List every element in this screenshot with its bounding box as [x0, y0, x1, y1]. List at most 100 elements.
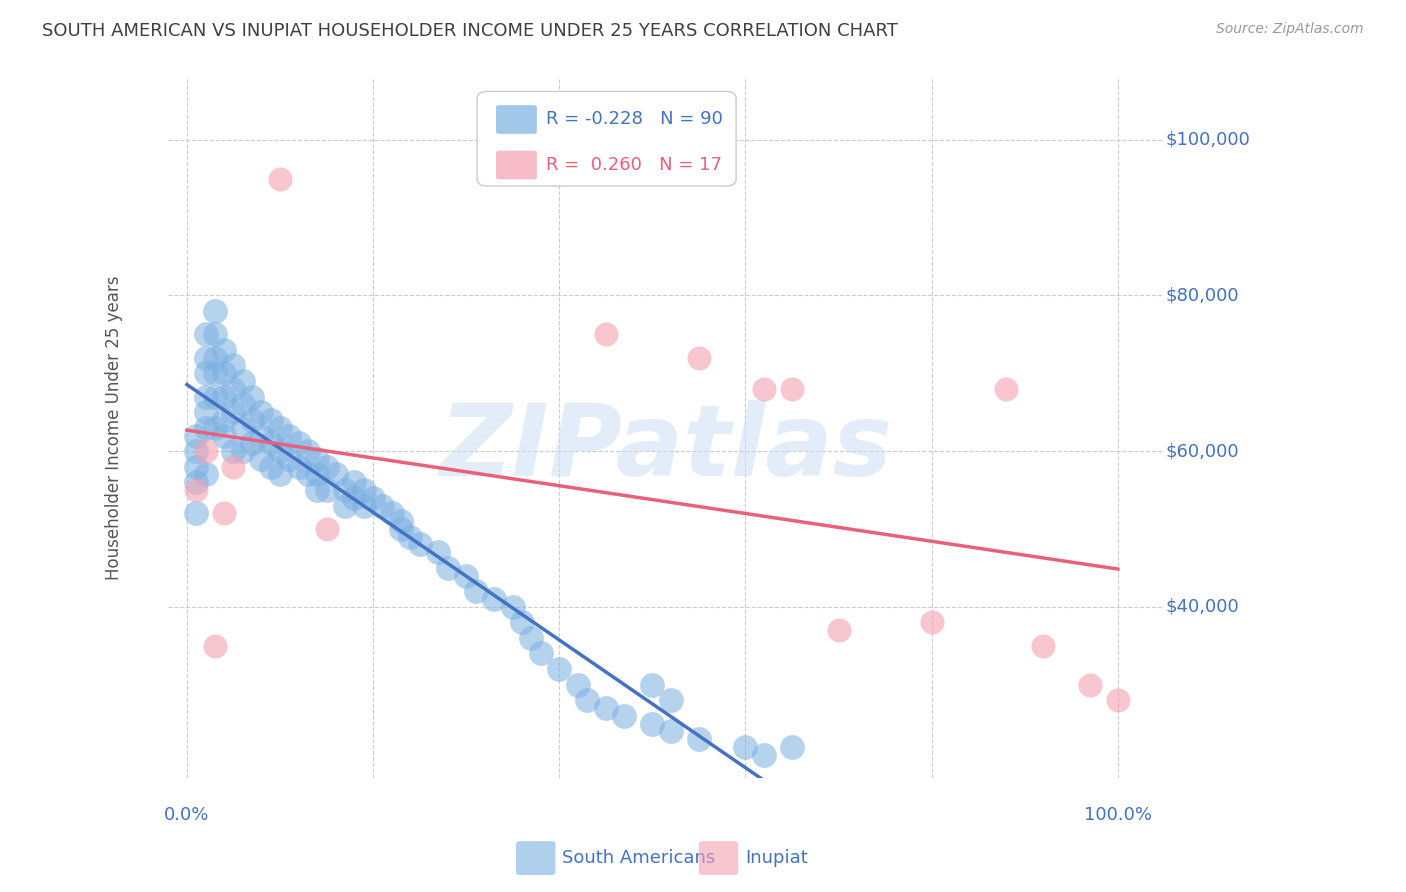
Point [232, 374, 254, 388]
Point [381, 507, 404, 521]
Text: $100,000: $100,000 [1166, 131, 1250, 149]
Point [436, 561, 458, 575]
Point [780, 382, 803, 396]
FancyBboxPatch shape [477, 92, 737, 186]
Point [212, 507, 235, 521]
Point [335, 499, 357, 513]
Point [427, 545, 450, 559]
Point [576, 693, 599, 707]
Text: $60,000: $60,000 [1166, 442, 1239, 460]
Point [827, 623, 849, 637]
Point [212, 390, 235, 404]
Point [204, 639, 226, 653]
Point [269, 171, 291, 186]
Point [353, 483, 375, 497]
Point [250, 405, 273, 419]
Point [232, 421, 254, 435]
Point [194, 327, 217, 342]
Point [250, 451, 273, 466]
Point [1107, 693, 1129, 707]
Point [194, 390, 217, 404]
Point [222, 459, 245, 474]
Point [212, 343, 235, 357]
Point [204, 366, 226, 380]
Text: $40,000: $40,000 [1166, 598, 1239, 615]
Point [595, 701, 617, 715]
Point [194, 421, 217, 435]
Point [212, 428, 235, 442]
FancyBboxPatch shape [496, 105, 537, 134]
Point [186, 507, 208, 521]
Point [343, 491, 366, 505]
Point [307, 451, 329, 466]
Point [1078, 677, 1101, 691]
Point [408, 537, 430, 551]
Point [204, 304, 226, 318]
Point [482, 591, 505, 606]
Point [371, 499, 394, 513]
Point [222, 359, 245, 373]
Point [780, 739, 803, 754]
Point [194, 467, 217, 482]
Text: Householder Income Under 25 years: Householder Income Under 25 years [104, 276, 122, 580]
Point [613, 708, 636, 723]
Text: R =  0.260   N = 17: R = 0.260 N = 17 [546, 156, 721, 174]
Point [307, 467, 329, 482]
Point [464, 584, 486, 599]
Point [297, 467, 319, 482]
Text: 100.0%: 100.0% [1084, 806, 1152, 824]
Point [315, 483, 337, 497]
Point [921, 615, 943, 630]
Point [204, 327, 226, 342]
Point [530, 647, 553, 661]
Point [1032, 639, 1054, 653]
Text: 0.0%: 0.0% [165, 806, 209, 824]
Point [361, 491, 384, 505]
Point [232, 397, 254, 411]
Point [260, 459, 283, 474]
Point [186, 444, 208, 458]
Point [287, 436, 309, 450]
Point [278, 451, 301, 466]
Point [641, 716, 664, 731]
FancyBboxPatch shape [496, 151, 537, 179]
Point [688, 351, 710, 365]
Point [510, 615, 533, 630]
Point [186, 428, 208, 442]
Point [194, 405, 217, 419]
Text: South Americans: South Americans [562, 849, 716, 867]
Point [269, 444, 291, 458]
Point [659, 724, 682, 739]
Point [222, 444, 245, 458]
Point [343, 475, 366, 490]
Point [456, 568, 478, 582]
Point [548, 662, 571, 676]
Text: SOUTH AMERICAN VS INUPIAT HOUSEHOLDER INCOME UNDER 25 YEARS CORRELATION CHART: SOUTH AMERICAN VS INUPIAT HOUSEHOLDER IN… [42, 22, 898, 40]
Point [995, 382, 1018, 396]
Point [194, 366, 217, 380]
Point [520, 631, 543, 645]
Text: $80,000: $80,000 [1166, 286, 1239, 304]
Point [232, 444, 254, 458]
Point [212, 413, 235, 427]
Point [204, 421, 226, 435]
Point [389, 522, 412, 536]
Text: Source: ZipAtlas.com: Source: ZipAtlas.com [1216, 22, 1364, 37]
Point [204, 390, 226, 404]
Point [335, 483, 357, 497]
Point [204, 351, 226, 365]
Point [325, 467, 347, 482]
Point [222, 382, 245, 396]
Point [297, 444, 319, 458]
Point [240, 413, 263, 427]
Point [353, 499, 375, 513]
Point [641, 677, 664, 691]
Point [567, 677, 589, 691]
Point [287, 459, 309, 474]
Point [260, 436, 283, 450]
Text: ZIPatlas: ZIPatlas [440, 401, 893, 497]
Point [595, 327, 617, 342]
Point [502, 599, 524, 614]
Point [240, 390, 263, 404]
Point [752, 382, 775, 396]
